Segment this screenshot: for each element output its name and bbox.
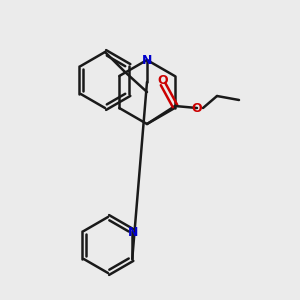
Text: O: O [192, 101, 202, 115]
Text: N: N [142, 53, 152, 67]
Text: N: N [128, 226, 138, 239]
Text: O: O [158, 74, 168, 86]
